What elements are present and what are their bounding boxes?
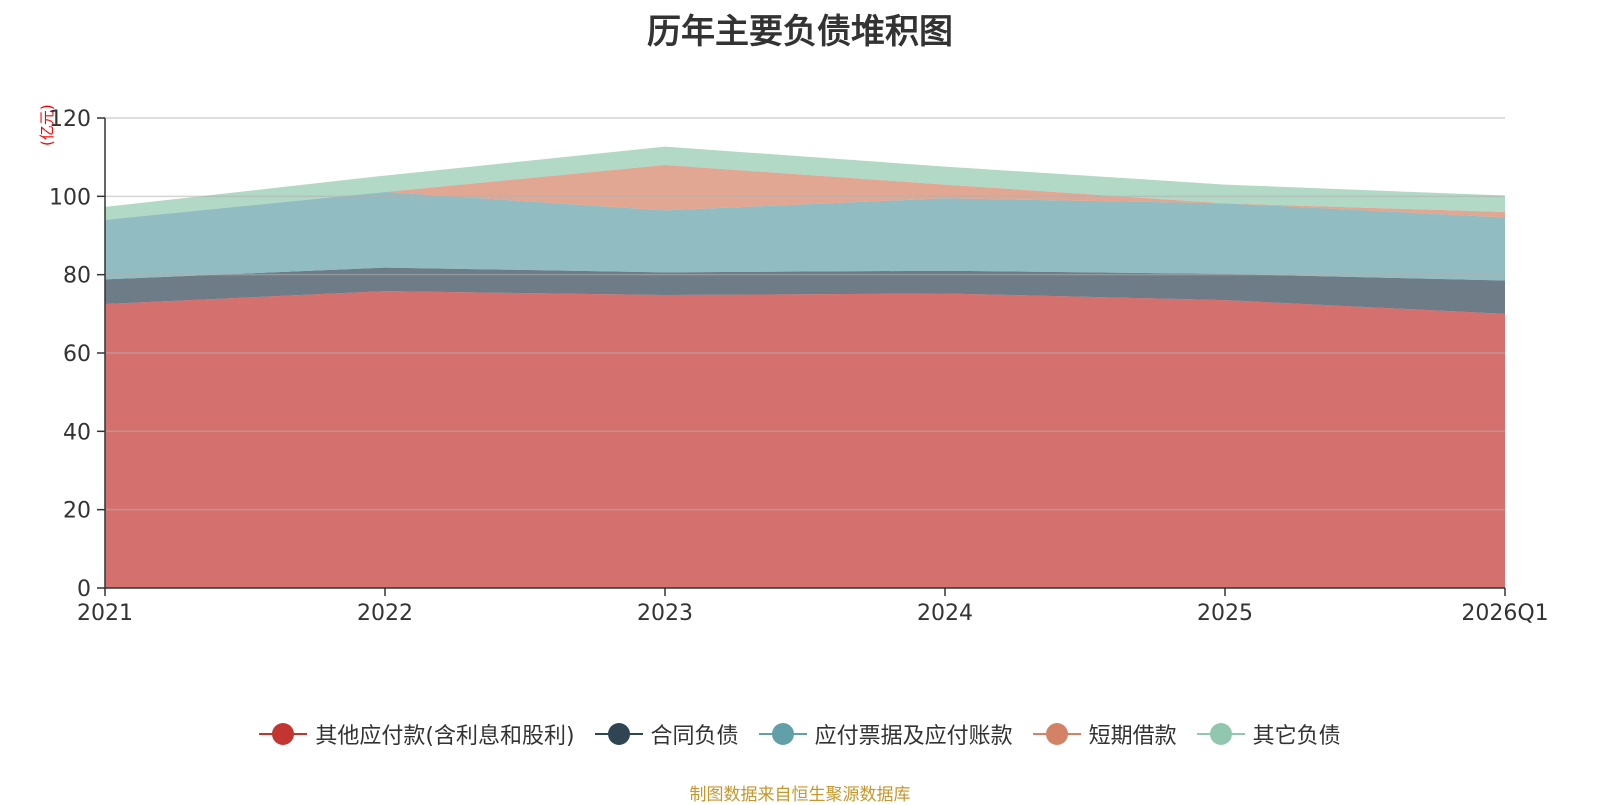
legend-label: 其他应付款(含利息和股利) [315,724,575,749]
x-tick-label: 2024 [917,601,973,626]
legend-marker-icon [259,722,308,746]
legend-marker-icon [1032,722,1081,746]
data-source-note: 制图数据来自恒生聚源数据库 [689,785,911,805]
y-tick-label: 40 [63,420,91,445]
x-tick-label: 2023 [637,601,693,626]
legend-marker-icon [758,722,807,746]
legend-dot [771,723,794,745]
area-series-group [105,146,1505,588]
grid-lines [105,117,1505,511]
legend-dot [1045,723,1068,745]
legend-dot [1209,723,1232,745]
legend-label: 合同负债 [650,724,739,749]
axes: 0 20 40 60 80 100 120 2021 2022 2023 2024 2025 2026Q… [49,107,1549,626]
legend-item-4[interactable]: 其它负债 [1196,718,1341,750]
x-tick-label: 2021 [77,601,133,626]
legend-label: 应付票据及应付账款 [814,724,1013,749]
legend-dot [272,723,295,745]
y-tick-label: 60 [63,342,91,367]
legend-marker-icon [1196,722,1245,746]
area-series-3 [105,165,1505,220]
area-series-1 [105,267,1505,314]
x-tick-label: 2026Q1 [1461,601,1548,626]
x-tick-label: 2022 [357,601,413,626]
legend-item-2[interactable]: 应付票据及应付账款 [758,718,1013,750]
legend-item-0[interactable]: 其他应付款(含利息和股利) [259,718,575,750]
legend-label: 短期借款 [1088,724,1177,749]
y-tick-label: 120 [49,107,91,132]
x-tick-label: 2025 [1197,601,1253,626]
chart-title: 历年主要负债堆积图 [647,12,953,52]
area-series-2 [105,192,1505,281]
area-series-4 [105,146,1505,220]
y-tick-label: 20 [63,499,91,524]
area-series-0 [105,291,1505,588]
legend: 其他应付款(含利息和股利) 合同负债 应付票据及应付账款 短期借款 其它负债 [0,718,1600,750]
legend-item-3[interactable]: 短期借款 [1032,718,1177,750]
y-tick-label: 0 [77,577,91,602]
y-tick-label: 80 [63,264,91,289]
legend-label: 其它负债 [1252,724,1341,749]
legend-dot [607,723,630,745]
y-tick-label: 100 [49,185,91,210]
legend-marker-icon [594,722,643,746]
legend-item-1[interactable]: 合同负债 [594,718,739,750]
